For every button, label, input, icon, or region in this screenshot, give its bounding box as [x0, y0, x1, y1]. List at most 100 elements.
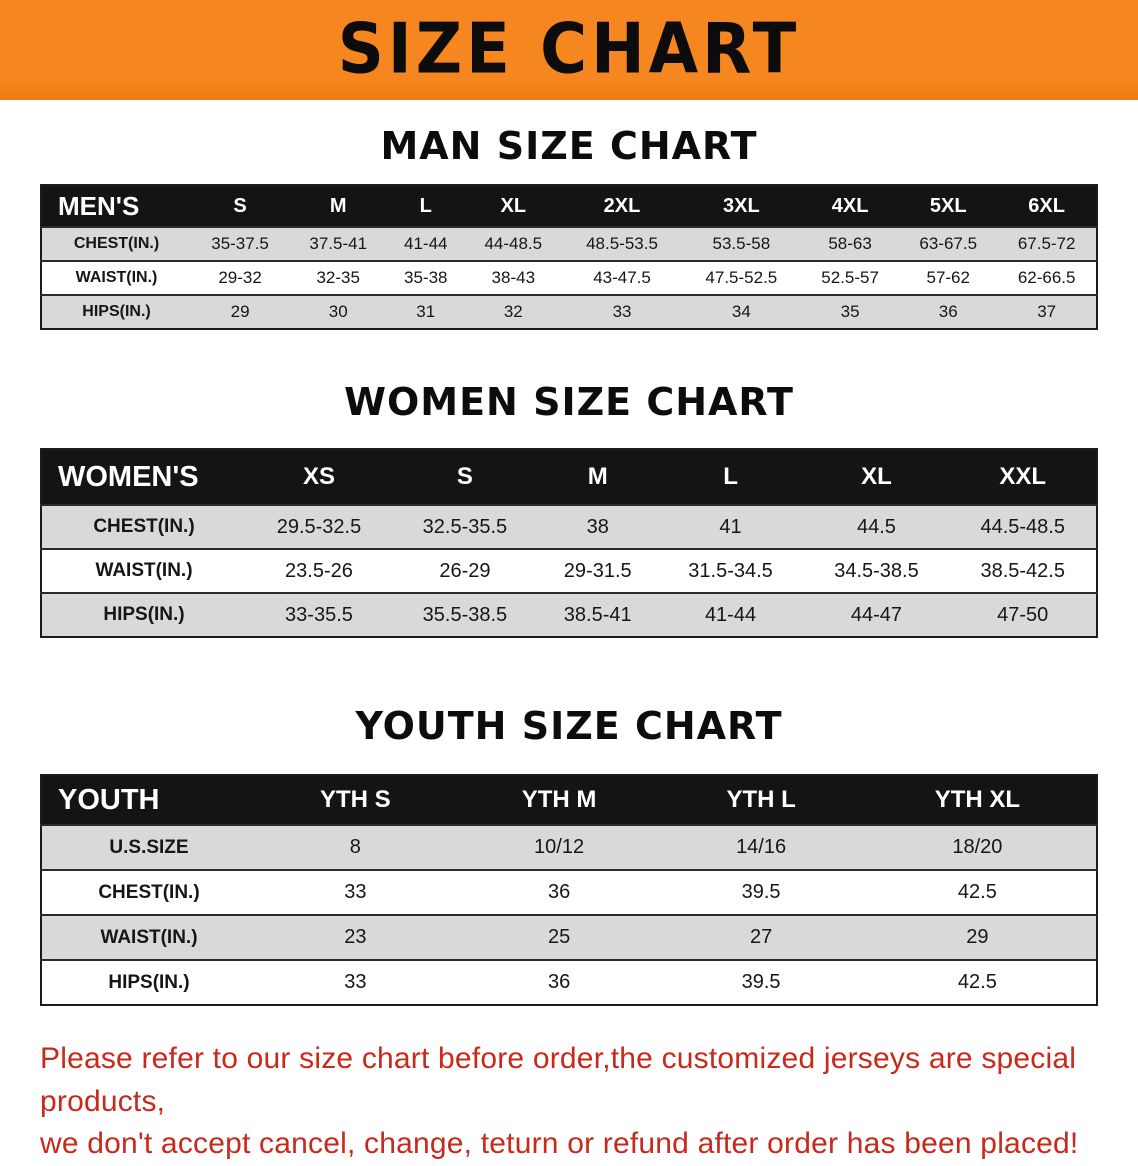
disclaimer-note: Please refer to our size chart before or… — [40, 1038, 1098, 1166]
size-value-cell: 36 — [547, 971, 571, 993]
measurement-label: WAIST(IN.) — [100, 926, 198, 948]
size-value-cell: 43-47.5 — [593, 268, 651, 287]
size-value-cell: 44-48.5 — [484, 234, 543, 253]
size-value-cell: 57-62 — [926, 268, 970, 287]
size-value-cell: 32-35 — [316, 268, 360, 287]
measurement-row: WAIST(IN.) 23.5-26 26-29 29-31.5 31.5-34.5 34… — [41, 549, 1097, 593]
size-column-header: XXL — [999, 463, 1047, 490]
measurement-row: CHEST(IN.) 29.5-32.5 32.5-35.5 38 41 44.5 44.5… — [41, 505, 1097, 549]
size-value-cell: 23.5-26 — [285, 559, 353, 582]
measurement-row: CHEST(IN.) 33 36 39.5 42.5 — [41, 870, 1097, 915]
size-value-cell: 38 — [586, 515, 609, 538]
measurement-row: CHEST(IN.) 35-37.5 37.5-41 41-44 44-48.5 48.5… — [41, 227, 1097, 261]
size-value-cell: 53.5-58 — [712, 234, 771, 253]
measurement-label: WAIST(IN.) — [95, 560, 193, 581]
size-value-cell: 18/20 — [952, 836, 1003, 858]
table-corner-label: MEN'S — [58, 190, 140, 221]
measurement-label: HIPS(IN.) — [108, 971, 190, 993]
size-value-cell: 37.5-41 — [309, 234, 368, 253]
men-section-heading: MAN SIZE CHART — [380, 124, 758, 168]
measurement-label: CHEST(IN.) — [98, 881, 200, 903]
size-value-cell: 33 — [344, 881, 367, 903]
size-column-header: XL — [861, 463, 892, 490]
size-value-cell: 39.5 — [741, 881, 781, 903]
banner: SIZE CHART — [0, 0, 1138, 100]
size-value-cell: 38-43 — [491, 268, 536, 287]
size-value-cell: 35-37.5 — [211, 234, 269, 253]
size-value-cell: 41-44 — [404, 234, 448, 253]
size-value-cell: 41-44 — [704, 603, 757, 626]
size-value-cell: 29-31.5 — [563, 559, 632, 582]
size-column-header: 6XL — [1028, 194, 1065, 217]
size-value-cell: 8 — [349, 836, 361, 858]
measurement-row: HIPS(IN.) 33-35.5 35.5-38.5 38.5-41 41-44 44-… — [41, 593, 1097, 637]
men-size-table: MEN'S S M L XL 2XL 3XL 4XL 5XL 6XL CHEST(IN.) 35-37… — [40, 184, 1098, 330]
size-header-row: YOUTH YTH S YTH M YTH L YTH XL — [41, 775, 1097, 825]
size-value-cell: 35-38 — [404, 268, 448, 287]
size-value-cell: 38.5-41 — [563, 603, 632, 626]
measurement-label: HIPS(IN.) — [103, 604, 185, 625]
size-value-cell: 33 — [344, 971, 367, 993]
size-value-cell: 34.5-38.5 — [834, 559, 919, 582]
size-value-cell: 29 — [230, 302, 250, 321]
size-column-header: M — [329, 194, 347, 217]
size-value-cell: 31.5-34.5 — [688, 559, 773, 582]
size-value-cell: 26-29 — [439, 559, 491, 582]
table-corner-label: WOMEN'S — [58, 460, 199, 493]
size-column-header: 2XL — [603, 194, 641, 217]
women-section-heading: WOMEN SIZE CHART — [344, 380, 794, 424]
size-value-cell: 42.5 — [957, 881, 997, 903]
size-column-header: 4XL — [831, 194, 869, 217]
size-column-header: YTH L — [726, 786, 796, 813]
measurement-row: WAIST(IN.) 29-32 32-35 35-38 38-43 43-47.5 47.… — [41, 261, 1097, 295]
size-value-cell: 63-67.5 — [919, 234, 978, 253]
size-value-cell: 35 — [840, 302, 860, 321]
size-value-cell: 41 — [719, 515, 742, 538]
measurement-row: HIPS(IN.) 29 30 31 32 33 34 35 36 37 — [41, 295, 1097, 329]
measurement-row: WAIST(IN.) 23 25 27 29 — [41, 915, 1097, 960]
size-value-cell: 35.5-38.5 — [422, 603, 508, 626]
size-value-cell: 29 — [966, 926, 989, 948]
size-column-header: L — [419, 194, 432, 217]
size-value-cell: 27 — [749, 926, 773, 948]
size-value-cell: 34 — [731, 302, 751, 321]
size-value-cell: 29-32 — [218, 268, 262, 287]
size-column-header: YTH M — [521, 786, 597, 813]
size-value-cell: 47-50 — [997, 603, 1049, 626]
table-corner-label: YOUTH — [58, 783, 160, 816]
size-value-cell: 47.5-52.5 — [705, 268, 778, 287]
size-value-cell: 32.5-35.5 — [422, 515, 508, 538]
size-column-header: S — [456, 463, 473, 490]
size-value-cell: 42.5 — [957, 971, 997, 993]
size-value-cell: 25 — [547, 926, 571, 948]
measurement-label: HIPS(IN.) — [82, 303, 151, 320]
size-value-cell: 14/16 — [736, 836, 787, 858]
measurement-row: U.S.SIZE 8 10/12 14/16 18/20 — [41, 825, 1097, 870]
page-title: SIZE CHART — [337, 10, 801, 90]
size-column-header: M — [587, 463, 608, 490]
measurement-label: WAIST(IN.) — [75, 269, 158, 286]
size-value-cell: 37 — [1037, 302, 1057, 321]
size-value-cell: 10/12 — [534, 836, 585, 858]
size-value-cell: 44-47 — [850, 603, 903, 626]
women-size-table: WOMEN'S XS S M L XL XXL CHEST(IN.) 29.5-32.5 32.5… — [40, 448, 1098, 638]
size-value-cell: 58-63 — [828, 234, 872, 253]
size-value-cell: 67.5-72 — [1017, 234, 1076, 253]
size-value-cell: 23 — [344, 926, 367, 948]
measurement-label: U.S.SIZE — [109, 836, 189, 858]
size-column-header: YTH XL — [934, 786, 1021, 813]
size-value-cell: 33 — [612, 302, 632, 321]
measurement-label: CHEST(IN.) — [73, 235, 160, 252]
size-value-cell: 31 — [416, 302, 436, 321]
size-column-header: 3XL — [723, 194, 760, 217]
size-value-cell: 30 — [328, 302, 348, 321]
size-value-cell: 44.5 — [857, 515, 896, 538]
youth-section-heading: YOUTH SIZE CHART — [355, 704, 783, 748]
size-value-cell: 32 — [503, 302, 523, 321]
size-column-header: YTH S — [320, 786, 391, 813]
women-size-section: WOMEN SIZE CHART WOMEN'S XS S M L XL XXL CHEST(… — [0, 380, 1138, 638]
size-column-header: L — [723, 463, 738, 490]
measurement-row: HIPS(IN.) 33 36 39.5 42.5 — [41, 960, 1097, 1005]
size-value-cell: 62-66.5 — [1017, 268, 1076, 287]
